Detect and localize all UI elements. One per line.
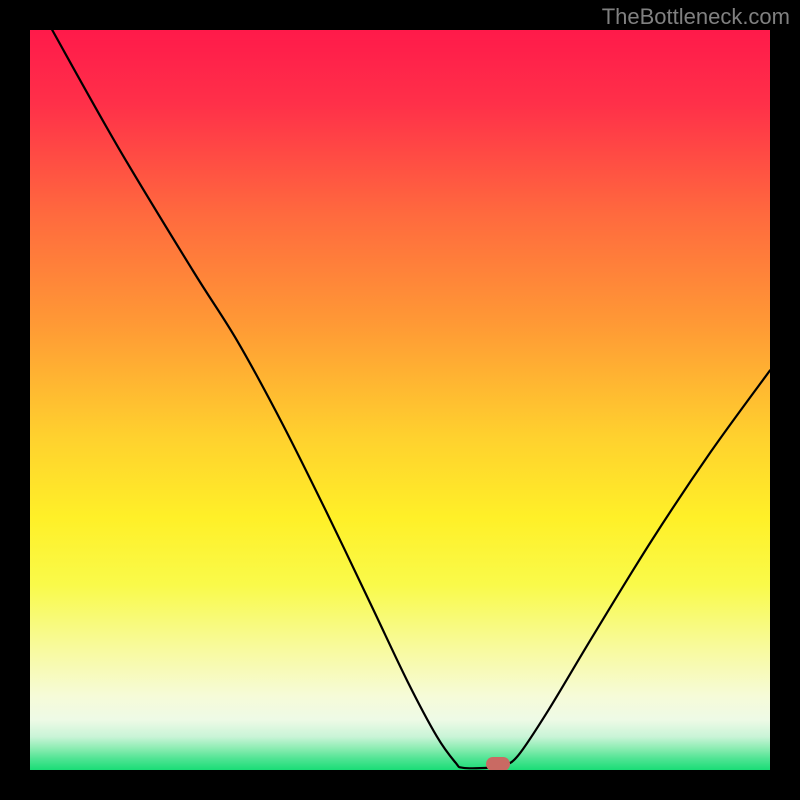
watermark-text: TheBottleneck.com [602, 4, 790, 30]
plot-area [30, 30, 770, 770]
chart-svg [30, 30, 770, 770]
gradient-background [30, 30, 770, 770]
optimal-point-marker [486, 757, 510, 770]
chart-frame: TheBottleneck.com [0, 0, 800, 800]
